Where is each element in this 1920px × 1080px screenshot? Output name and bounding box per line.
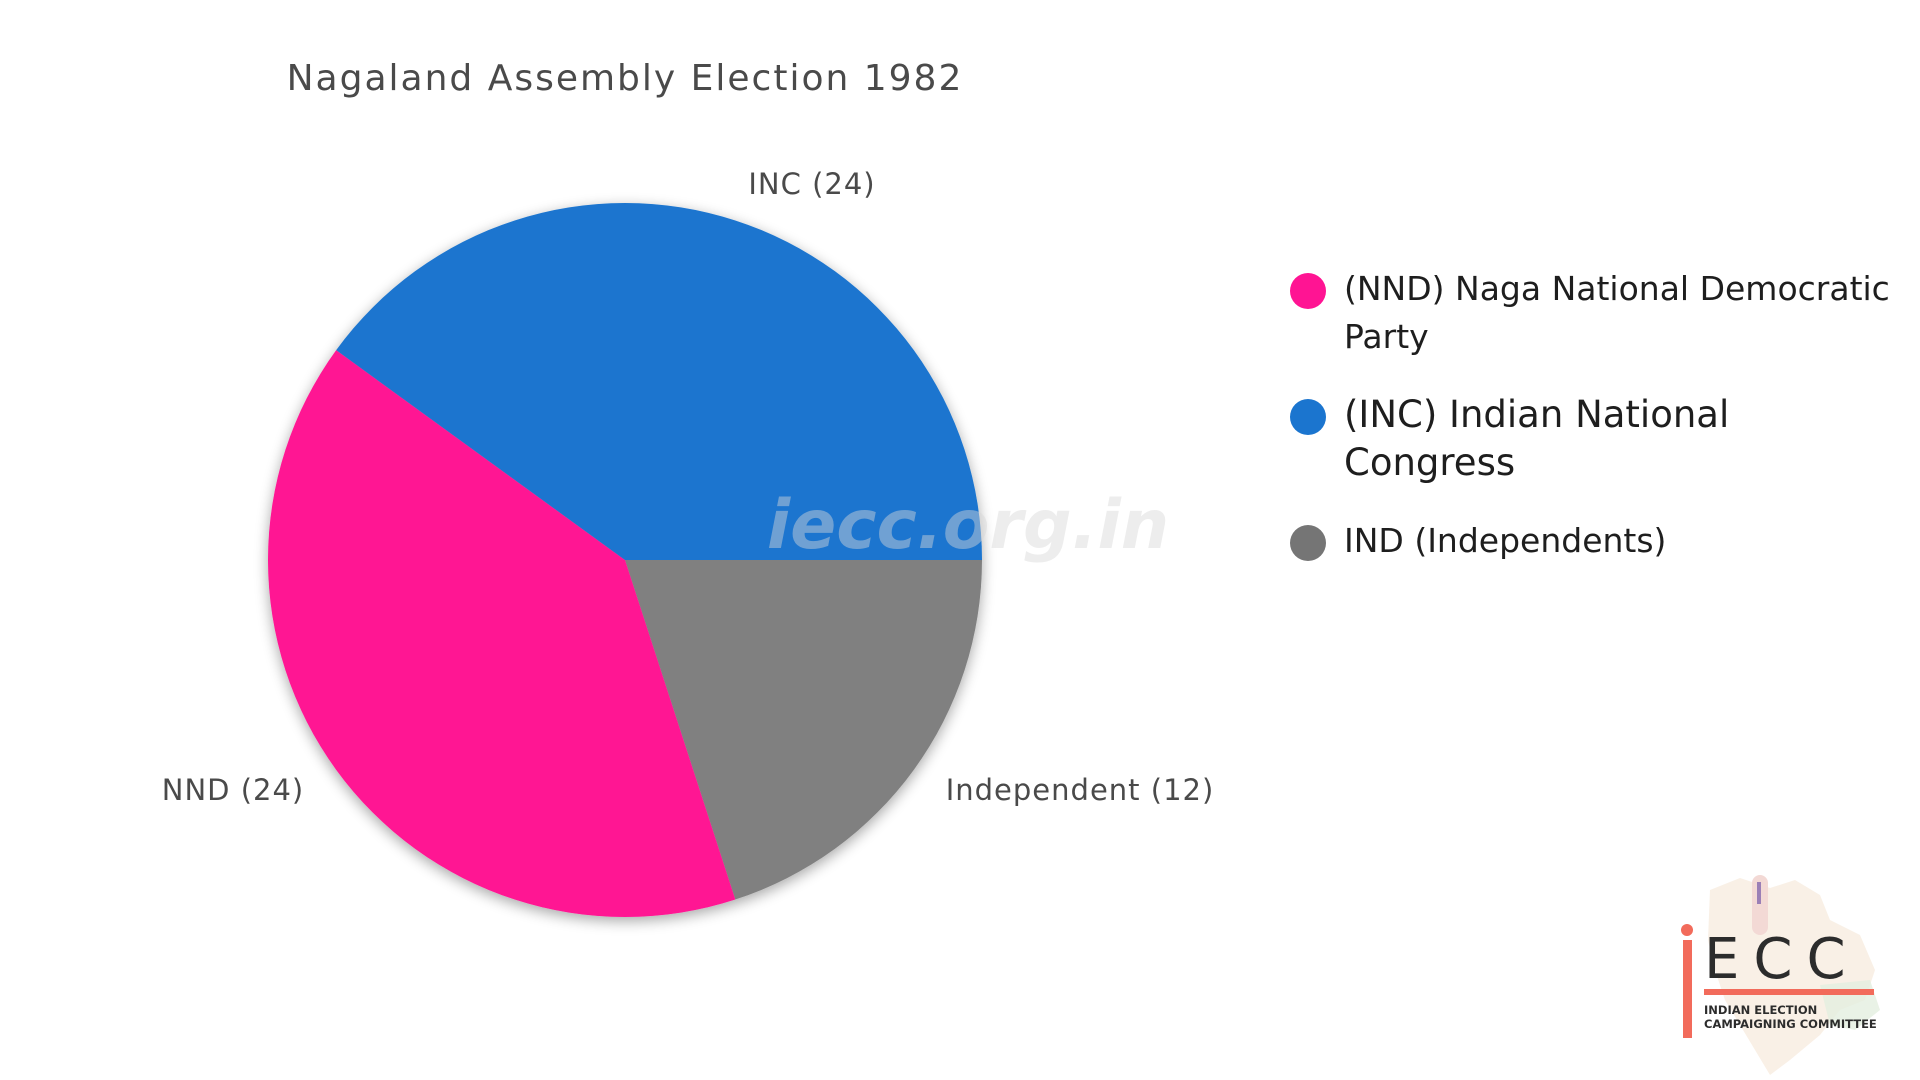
pie-label-nnd: NND (24) — [162, 773, 304, 807]
pie-chart: Independent (12) NND (24) INC (24) iecc.or… — [162, 167, 1215, 918]
legend-item-ind: IND (Independents) — [1290, 517, 1910, 565]
logo-i-bar — [1683, 940, 1692, 1038]
legend-label-ind: IND (Independents) — [1344, 521, 1667, 560]
pie-slice-nnd — [267, 350, 736, 918]
legend-swatch-nnd — [1290, 273, 1326, 309]
logo-i-dot — [1681, 924, 1693, 936]
legend-label-inc: (INC) Indian National Congress — [1344, 393, 1730, 484]
pie-slice-inc — [336, 203, 983, 560]
pie-slice-ind — [625, 560, 982, 900]
pie-label-ind: Independent (12) — [946, 773, 1215, 807]
legend-item-nnd: (NND) Naga National Democratic Party — [1290, 265, 1910, 361]
legend-item-inc: (INC) Indian National Congress — [1290, 391, 1910, 487]
logo-ink-line — [1757, 882, 1761, 904]
logo-map-shape — [1708, 878, 1875, 1075]
logo-underline — [1704, 989, 1874, 995]
iecc-logo: ECC INDIAN ELECTION CAMPAIGNING COMMITTE… — [1681, 875, 1880, 1075]
watermark-text: iecc.org.in — [767, 486, 1169, 565]
pie-label-inc: INC (24) — [748, 167, 875, 201]
legend-label-nnd: (NND) Naga National Democratic Party — [1344, 269, 1890, 356]
legend-swatch-ind — [1290, 525, 1326, 561]
logo-line-1: INDIAN ELECTION — [1704, 1003, 1817, 1017]
legend: (NND) Naga National Democratic Party (IN… — [1290, 265, 1910, 595]
logo-line-2: CAMPAIGNING COMMITTEE — [1704, 1017, 1877, 1031]
logo-letters: ECC — [1704, 927, 1860, 992]
pie-labels: Independent (12) NND (24) INC (24) — [162, 167, 1215, 807]
legend-swatch-inc — [1290, 399, 1326, 435]
pie-slices — [267, 203, 983, 918]
chart-title: Nagaland Assembly Election 1982 — [286, 58, 964, 99]
logo-ink-finger — [1752, 875, 1768, 935]
